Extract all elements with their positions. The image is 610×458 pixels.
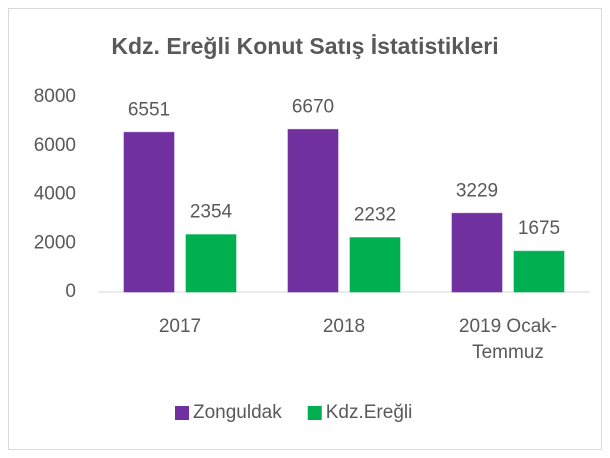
data-label: 2232 xyxy=(354,205,396,226)
bar xyxy=(513,250,565,293)
y-tick-label: 0 xyxy=(65,281,76,302)
bar xyxy=(185,234,237,293)
y-tick-label: 8000 xyxy=(34,86,76,107)
data-label: 6551 xyxy=(128,99,170,120)
bar xyxy=(349,237,401,293)
legend-label: Kdz.Ereğli xyxy=(326,402,413,423)
legend-label: Zonguldak xyxy=(193,402,282,423)
x-tick-label: 2018 xyxy=(322,316,366,337)
y-tick-label: 4000 xyxy=(34,184,76,205)
data-label: 1675 xyxy=(518,218,560,239)
data-label: 2354 xyxy=(190,202,233,223)
legend-swatch xyxy=(307,406,322,420)
data-label: 6670 xyxy=(292,96,334,117)
x-tick-label: 2017 xyxy=(158,316,202,337)
chart-title: Kdz. Ereğli Konut Satış İstatistikleri xyxy=(111,33,498,59)
bar xyxy=(123,131,175,293)
bar xyxy=(451,212,503,293)
legend-swatch xyxy=(175,406,189,420)
data-label: 3229 xyxy=(456,180,498,201)
y-tick-label: 2000 xyxy=(34,232,76,253)
x-tick-label: 2019 Ocak-Temmuz xyxy=(458,316,558,363)
y-tick-label: 6000 xyxy=(34,135,76,156)
bar xyxy=(287,128,339,293)
